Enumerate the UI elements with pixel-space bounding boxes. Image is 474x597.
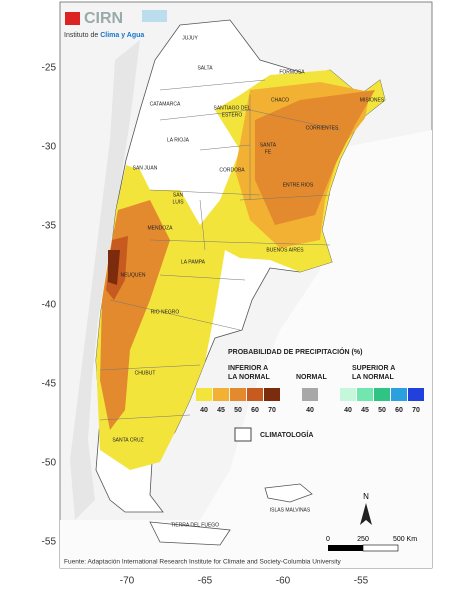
province-borders [99, 79, 341, 421]
logo-institute-bold: Clima y Agua [100, 32, 144, 39]
province-label: SANTIAGO DEL [214, 105, 251, 111]
legend-above-label: LA NORMAL [352, 374, 394, 381]
province-label: FORMOSA [279, 69, 305, 75]
province-label: SAN [173, 192, 184, 198]
logo-institute: Instituto de Clima y Agua [64, 32, 144, 39]
province-label: JUJUY [182, 35, 198, 41]
province-label: LA RIOJA [167, 137, 190, 143]
legend-swatch [302, 388, 318, 401]
legend-below-label: INFERIOR A [228, 365, 268, 372]
province-label: SAN JUAN [133, 165, 158, 171]
province-label: ENTRE RIOS [283, 182, 314, 188]
legend-level: 70 [412, 407, 420, 414]
scale-label: 0 [326, 536, 330, 543]
scale-label: 250 [357, 536, 369, 543]
legend-level: 50 [234, 407, 242, 414]
province-label: BUENOS AIRES [266, 247, 304, 253]
latitude-label: -25 [42, 63, 57, 74]
north-arrow [360, 503, 372, 525]
legend-level: 45 [217, 407, 225, 414]
legend-level: 60 [251, 407, 259, 414]
province-label: CATAMARCA [150, 101, 181, 107]
province-label: LA PAMPA [181, 259, 206, 265]
legend: PROBABILIDAD DE PRECIPITACIÓN (%) INFERI… [196, 347, 424, 442]
longitude-label: -70 [120, 576, 135, 587]
province-label: MISIONES [360, 97, 385, 103]
latitude-label: -45 [42, 379, 57, 390]
latitude-label: -40 [42, 300, 57, 311]
province-label: SANTA [260, 142, 277, 148]
legend-title: PROBABILIDAD DE PRECIPITACIÓN (%) [228, 347, 362, 356]
legend-swatch [374, 388, 390, 401]
legend-below-label: LA NORMAL [228, 374, 270, 381]
province-label: CORRIENTES [306, 125, 339, 131]
legend-swatch [408, 388, 424, 401]
legend-level: 40 [344, 407, 352, 414]
legend-swatch [213, 388, 229, 401]
province-label: TIERRA DEL FUEGO [171, 522, 219, 528]
province-label: LUIS [172, 199, 184, 205]
province-label: CHUBUT [135, 370, 156, 376]
malvinas [264, 483, 313, 503]
scale-bar [328, 545, 363, 551]
longitude-label: -65 [198, 576, 213, 587]
province-label: ESTERO [222, 112, 243, 118]
legend-level: 70 [268, 407, 276, 414]
province-label: SALTA [197, 65, 213, 71]
logo-institute-text: Instituto de [64, 32, 98, 39]
legend-level: 50 [378, 407, 386, 414]
scale-label: 500 Km [393, 536, 417, 543]
province-label: FE [265, 149, 272, 155]
longitude-label: -55 [354, 576, 369, 587]
legend-level: 60 [395, 407, 403, 414]
scale-bar [362, 544, 399, 552]
legend-swatch [357, 388, 373, 401]
tierra-del-fuego [149, 521, 231, 546]
latitude-label: -30 [42, 142, 57, 153]
province-label: CHACO [271, 97, 289, 103]
legend-level: 40 [306, 407, 314, 414]
province-labels: JUJUY SALTA FORMOSA CATAMARCA CHACO MISI… [112, 35, 385, 528]
axes: -25 -30 -35 -40 -45 -50 -55 -70 -65 -60 -55 [42, 63, 369, 587]
legend-above-label: SUPERIOR A [352, 365, 395, 372]
footer: Fuente: Adaptación International Researc… [64, 559, 342, 566]
legend-swatch [340, 388, 356, 401]
logo-icon [65, 12, 80, 25]
latitude-label: -35 [42, 221, 57, 232]
latitude-label: -55 [42, 537, 57, 548]
zone-70 [108, 250, 120, 285]
province-label: RIO NEGRO [151, 309, 180, 315]
latitude-label: -50 [42, 458, 57, 469]
ocean [60, 130, 432, 568]
legend-swatch [247, 388, 263, 401]
province-label: SANTA CRUZ [112, 437, 143, 443]
legend-swatch [264, 388, 280, 401]
north-label: N [363, 492, 369, 501]
legend-level: 40 [200, 407, 208, 414]
legend-swatch [196, 388, 212, 401]
legend-level: 45 [361, 407, 369, 414]
chile [70, 40, 140, 520]
province-label: MENDOZA [148, 225, 174, 231]
logo-waves [142, 10, 167, 22]
legend-swatch [230, 388, 246, 401]
climatology-label: CLIMATOLOGÍA [260, 430, 313, 439]
longitude-label: -60 [276, 576, 291, 587]
legend-normal-label: NORMAL [296, 374, 327, 381]
province-label: ISLAS MALVINAS [270, 507, 311, 513]
logo-name: CIRN [84, 10, 123, 27]
province-label: NEUQUEN [120, 272, 145, 278]
zone-50 [255, 90, 375, 225]
climatology-swatch [234, 427, 252, 442]
legend-swatch [391, 388, 407, 401]
province-label: CORDOBA [219, 167, 245, 173]
